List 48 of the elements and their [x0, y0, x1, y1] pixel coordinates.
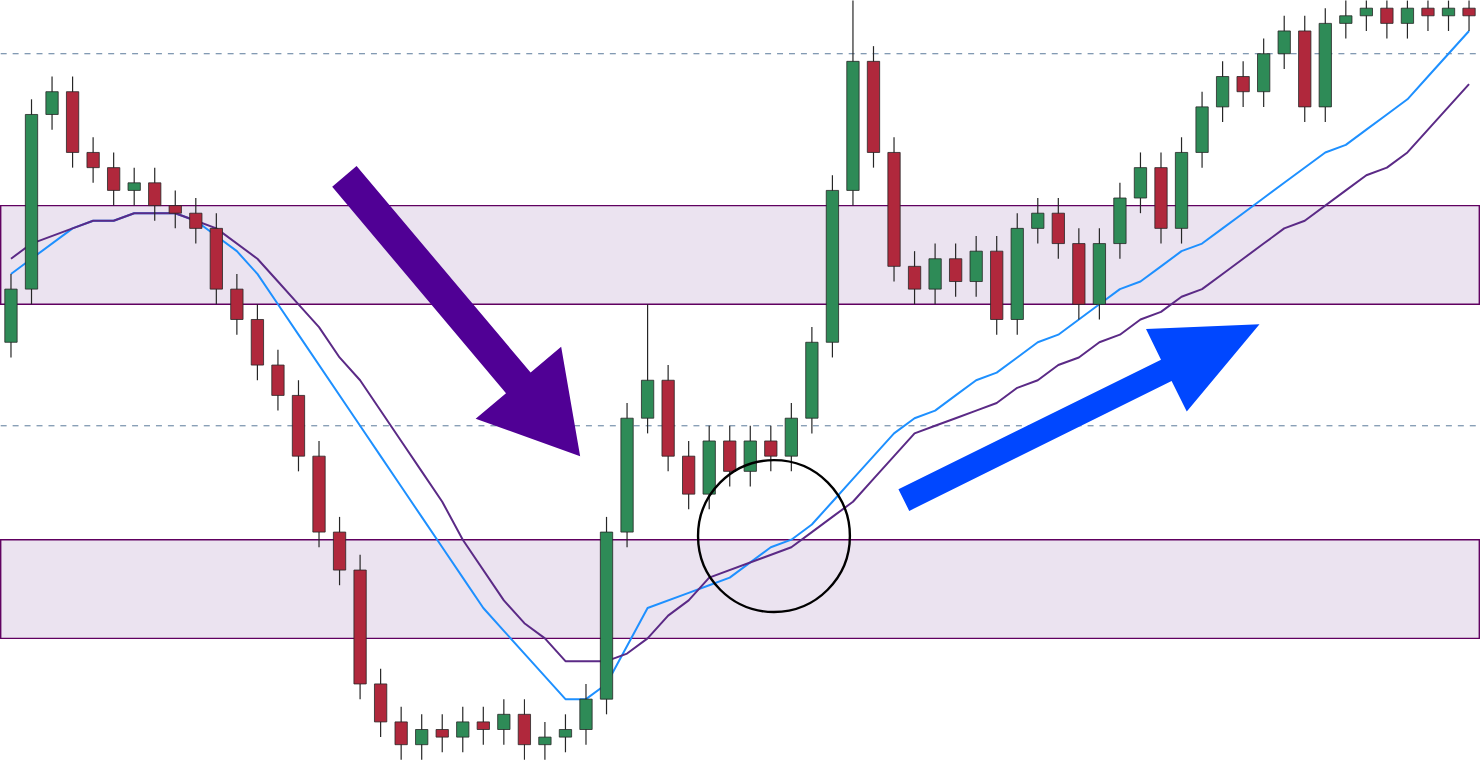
candlestick [394, 705, 408, 760]
candlestick [1216, 60, 1230, 123]
candlestick [168, 189, 182, 229]
candlestick [456, 705, 470, 753]
candlestick [1236, 60, 1250, 108]
candlestick [1421, 0, 1435, 32]
candlestick [928, 242, 942, 305]
candlestick [1113, 182, 1127, 260]
candlestick [45, 75, 59, 131]
candlestick [743, 424, 757, 487]
candlestick [1031, 197, 1045, 244]
candlestick [1051, 197, 1065, 260]
candlestick [250, 303, 264, 381]
candlestick [86, 136, 100, 184]
candlestick [949, 242, 963, 298]
candlestick [435, 713, 449, 753]
candlestick [497, 698, 511, 746]
candlestick [148, 166, 162, 222]
candlestick [230, 273, 244, 336]
candlestick [1441, 0, 1456, 32]
candlestick [784, 402, 798, 472]
candlestick [332, 516, 347, 586]
candlestick [538, 721, 552, 760]
candlestick [1133, 151, 1148, 214]
candlestick [1339, 0, 1353, 39]
candlestick [476, 705, 490, 746]
candlestick [189, 197, 203, 244]
candlestick [969, 235, 983, 298]
candlestick [1359, 0, 1373, 32]
candlestick [1257, 37, 1271, 108]
candlestick [415, 713, 429, 760]
candlestick [1277, 14, 1291, 70]
candlestick [1195, 90, 1209, 169]
candlestick [908, 250, 922, 305]
candlestick [641, 303, 655, 434]
candlestick [1462, 0, 1476, 32]
candlestick [107, 151, 121, 206]
candlestick [764, 424, 778, 472]
candlestick [1400, 0, 1414, 39]
candlestick [271, 349, 285, 411]
candlestick [682, 440, 696, 510]
candlestick [127, 166, 141, 206]
candlestick [558, 713, 573, 753]
candlestick [723, 424, 737, 487]
candlestick [517, 698, 531, 760]
candlestick [1380, 0, 1394, 39]
candlestick [579, 683, 593, 746]
candlestick [374, 667, 388, 738]
